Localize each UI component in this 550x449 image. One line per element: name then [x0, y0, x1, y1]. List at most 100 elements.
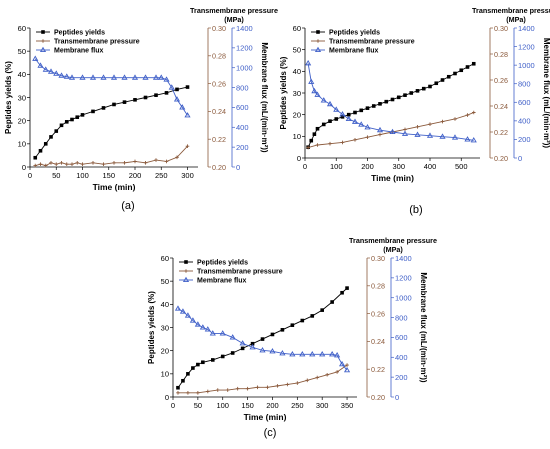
legend-marker — [184, 269, 188, 273]
y-pressure-tick-label: 0.26 — [494, 76, 508, 85]
y-flux-tick-label: 0 — [395, 393, 399, 402]
data-point — [439, 133, 446, 139]
x-tick-label: 200 — [129, 171, 142, 180]
data-point — [32, 55, 39, 61]
data-point — [364, 124, 371, 130]
data-point — [91, 109, 95, 114]
y-flux-tick-label: 800 — [236, 83, 249, 92]
legend-marker — [182, 276, 190, 283]
data-point — [54, 162, 59, 167]
data-point — [280, 328, 285, 332]
panel-label: (a) — [121, 200, 134, 212]
legend-marker — [316, 39, 320, 43]
data-point — [309, 138, 314, 143]
data-point — [471, 110, 476, 115]
data-point — [309, 351, 316, 357]
data-point — [47, 68, 55, 74]
legend-label: Peptides yields — [329, 30, 380, 37]
data-point — [58, 72, 65, 78]
data-point — [470, 137, 477, 143]
y-left-tick-label: 30 — [161, 323, 169, 332]
data-point — [122, 100, 127, 104]
y-pressure-tick-label: 0.30 — [494, 24, 508, 33]
y-flux-tick-label: 800 — [518, 80, 531, 89]
data-point — [378, 102, 382, 106]
data-point — [239, 340, 246, 346]
data-point — [311, 87, 318, 94]
data-point — [174, 305, 182, 311]
y-left-tick-label: 50 — [293, 45, 301, 54]
x-tick-label: 50 — [52, 171, 60, 180]
data-point — [100, 74, 107, 80]
data-point — [168, 84, 175, 90]
y-flux-tick-label: 1000 — [236, 64, 253, 73]
data-point — [79, 74, 86, 80]
data-point — [176, 385, 180, 390]
data-point — [305, 378, 310, 383]
data-point — [179, 104, 186, 110]
pressure-axis-title: Transmembrane pressure — [472, 6, 550, 15]
y-pressure-tick-label: 0.30 — [371, 254, 385, 263]
data-point — [471, 61, 476, 66]
data-point — [325, 372, 329, 377]
data-point — [186, 391, 190, 395]
y-flux-tick-label: 600 — [395, 333, 408, 342]
data-point — [353, 110, 357, 115]
y-flux-tick-label: 800 — [395, 313, 408, 322]
series-line — [308, 112, 474, 149]
data-point — [378, 132, 382, 137]
data-point — [295, 381, 300, 385]
data-point — [315, 126, 320, 131]
legend-label: Membrane flux — [197, 278, 247, 285]
data-point — [112, 102, 116, 107]
x-tick-label: 150 — [241, 401, 254, 410]
data-point — [152, 74, 160, 80]
y-left-tick-label: 60 — [293, 24, 301, 33]
data-point — [225, 388, 230, 392]
data-point — [426, 132, 434, 138]
data-point — [154, 93, 158, 97]
data-point — [453, 117, 457, 121]
legend-item: Peptides yields — [36, 30, 105, 37]
data-point — [185, 85, 190, 89]
y-flux-tick-label: 1400 — [236, 24, 253, 33]
data-point — [421, 86, 426, 91]
data-point — [38, 148, 43, 153]
y-axis-flux-label: Membrane flux (mL/(min·m²)) — [419, 272, 428, 383]
data-point — [64, 120, 69, 124]
data-point — [351, 118, 359, 124]
x-tick-label: 150 — [102, 171, 115, 180]
y-left-tick-label: 0 — [165, 393, 169, 402]
data-point — [75, 161, 80, 165]
legend-item: Membrane flux — [36, 46, 104, 55]
data-point — [249, 344, 256, 350]
data-point — [38, 162, 43, 167]
y-left-tick-label: 20 — [161, 346, 169, 355]
data-point — [414, 131, 421, 137]
data-point — [305, 59, 312, 66]
series-line — [177, 364, 348, 394]
pressure-axis-title: Transmembrane pressure — [349, 236, 437, 245]
data-point — [49, 161, 53, 165]
data-point — [290, 323, 295, 327]
data-point — [376, 126, 384, 133]
x-tick-label: 300 — [181, 171, 194, 180]
data-point — [163, 76, 170, 82]
data-point — [345, 286, 349, 290]
data-point — [333, 106, 340, 112]
data-point — [440, 119, 445, 124]
data-point — [359, 108, 364, 113]
pressure-axis-unit: (MPa) — [224, 15, 244, 24]
data-point — [245, 386, 250, 391]
data-point — [335, 370, 339, 374]
x-axis-label: Time (min) — [371, 173, 414, 183]
x-tick-label: 0 — [28, 171, 32, 180]
data-point — [176, 391, 180, 395]
data-point — [328, 119, 332, 123]
data-point — [68, 74, 76, 80]
series-peptides-yields — [176, 286, 349, 390]
data-point — [143, 95, 148, 100]
data-point — [133, 159, 137, 164]
data-point — [240, 346, 245, 351]
